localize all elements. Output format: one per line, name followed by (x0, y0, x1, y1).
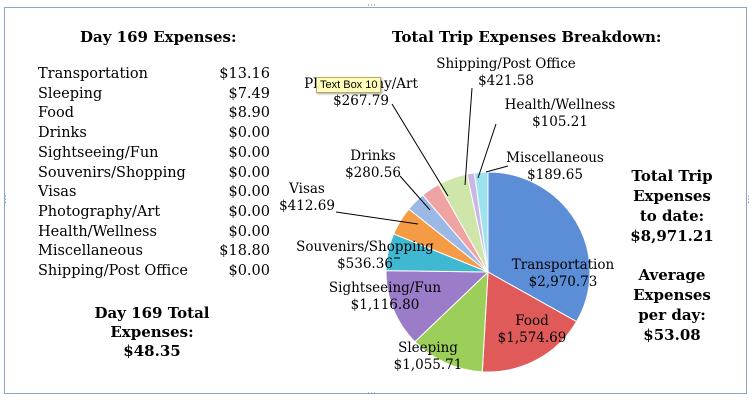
expense-value: $18.80 (218, 243, 270, 260)
expense-row: Shipping/Post Office $0.00 (38, 263, 270, 282)
expense-label: Transportation (38, 66, 149, 82)
slice-label-food: Food (515, 313, 549, 329)
slice-value-shipping-post-office: $421.58 (478, 73, 534, 89)
right-resize-handle[interactable]: ⋮ (744, 195, 753, 205)
chart-title: Total Trip Expenses Breakdown: (392, 28, 662, 46)
leader-line-health-wellness (477, 123, 497, 179)
expense-label: Health/Wellness (38, 223, 158, 240)
expense-value: $7.49 (227, 85, 270, 102)
trip-total-label-3: to date: (639, 207, 705, 225)
average-expenses: Average Expenses per day: $53.08 (622, 265, 722, 345)
slice-value-photography-art: $267.79 (333, 93, 389, 109)
day-total: Day 169 Total Expenses: $48.35 (52, 304, 252, 361)
leader-line-drinks (399, 175, 431, 211)
expense-value: $0.00 (227, 144, 270, 161)
leader-line-visas (335, 211, 419, 225)
day-total-label: Day 169 Total Expenses: (94, 304, 210, 341)
slice-value-miscellaneous: $189.65 (527, 167, 583, 183)
pie-slice-transportation (487, 171, 591, 323)
expense-value: $13.16 (218, 66, 270, 82)
expense-label: Food (38, 105, 76, 122)
slice-label-health-wellness: Health/Wellness (505, 97, 616, 113)
pie-slice-food (481, 271, 578, 373)
slice-label-sightseeing-fun: Sightseeing/Fun (329, 280, 441, 296)
slice-value-health-wellness: $105.21 (532, 114, 588, 130)
expense-label: Miscellaneous (38, 243, 144, 260)
pie-slice-sleeping (414, 270, 489, 373)
expense-value: $0.00 (227, 164, 270, 181)
expense-label: Drinks (38, 125, 88, 142)
slice-label-sleeping: Sleeping (398, 340, 458, 356)
expense-value: $0.00 (227, 184, 270, 201)
slice-label-souvenirs-shopping: Souvenirs/Shopping (296, 239, 434, 255)
slice-label-visas: Visas (288, 181, 325, 197)
tooltip: Text Box 10 (316, 77, 382, 93)
leader-line-shipping-post-office (464, 87, 473, 186)
expense-label: Sightseeing/Fun (38, 144, 160, 161)
expense-row: Photography/Art $0.00 (38, 203, 270, 223)
slice-value-sightseeing-fun: $1,116.80 (351, 297, 420, 313)
slice-value-transportation: $2,970.73 (529, 274, 598, 290)
trip-total-label-2: Expenses (633, 187, 711, 205)
expense-row: Food $8.90 (38, 105, 270, 124)
expense-row: Miscellaneous $18.80 (38, 243, 270, 262)
trip-total: Total Trip Expenses to date: $8,971.21 (622, 166, 722, 246)
slice-value-sleeping: $1,055.71 (394, 357, 463, 373)
expense-value: $0.00 (227, 125, 270, 142)
left-resize-handle[interactable]: ⋮ (1, 195, 10, 205)
expense-row: Drinks $0.00 (38, 125, 270, 144)
pie-slice-sightseeing-fun (385, 270, 490, 343)
expense-row: Visas $0.00 (38, 184, 270, 203)
leader-line-photography-art (391, 103, 449, 197)
pie-slice-miscellaneous (473, 171, 489, 273)
expense-row: Sleeping $7.49 (38, 85, 270, 105)
day-total-value: $48.35 (123, 342, 181, 360)
average-label-3: per day: (638, 306, 706, 324)
expense-value: $0.00 (227, 223, 270, 240)
expense-row: Health/Wellness $0.00 (38, 223, 270, 243)
leader-line-miscellaneous (485, 165, 509, 173)
expense-row: Sightseeing/Fun $0.00 (38, 144, 270, 164)
bottom-resize-handle[interactable]: ⋯ (367, 389, 376, 399)
expense-row: Transportation $13.16 (38, 66, 270, 85)
expense-value: $0.00 (227, 203, 270, 220)
slice-value-visas: $412.69 (279, 198, 335, 214)
expense-value: $8.90 (227, 105, 270, 122)
expense-label: Souvenirs/Shopping (38, 164, 187, 181)
trip-total-value: $8,971.21 (630, 227, 714, 245)
slice-label-miscellaneous: Miscellaneous (506, 150, 604, 166)
expense-label: Photography/Art (38, 203, 162, 220)
trip-total-label-1: Total Trip (631, 167, 713, 185)
average-label-1: Average (638, 266, 706, 284)
slice-value-food: $1,574.69 (498, 330, 567, 346)
expense-value: $0.00 (227, 263, 270, 279)
slice-value-drinks: $280.56 (345, 165, 401, 181)
expense-row: Souvenirs/Shopping $0.00 (38, 164, 270, 184)
slice-value-souvenirs-shopping: $536.36 (337, 256, 393, 272)
average-value: $53.08 (643, 326, 701, 344)
top-resize-handle[interactable]: ⋯ (367, 1, 376, 11)
average-label-2: Expenses (633, 286, 711, 304)
day-expenses-title: Day 169 Expenses: (80, 28, 237, 46)
expense-label: Sleeping (38, 85, 104, 102)
expense-label: Visas (38, 184, 78, 201)
expense-label: Shipping/Post Office (38, 263, 189, 279)
slice-label-transportation: Transportation (512, 257, 615, 273)
slice-label-drinks: Drinks (350, 148, 395, 164)
slice-label-shipping-post-office: Shipping/Post Office (436, 56, 576, 72)
